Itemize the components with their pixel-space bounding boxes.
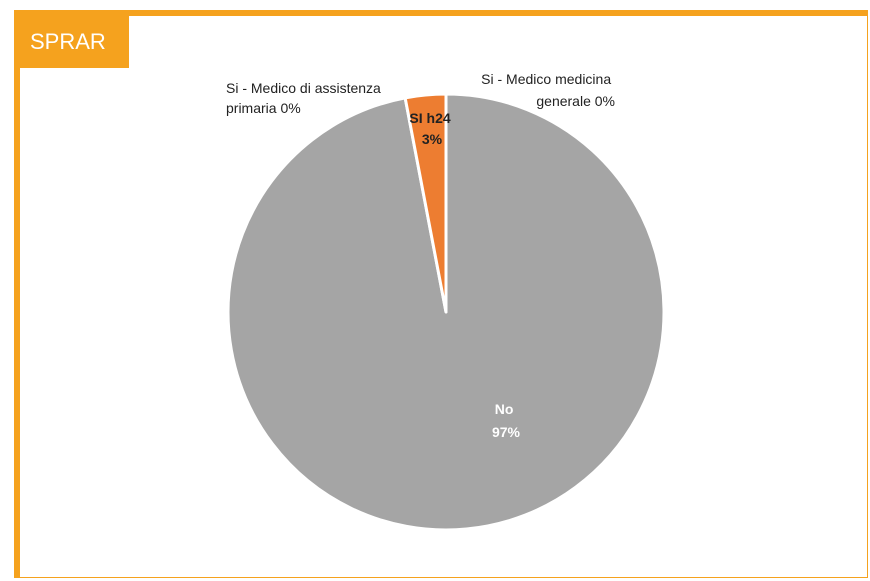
chart-frame bbox=[14, 10, 868, 578]
label-medico-assistenza-primaria-line2: primaria 0% bbox=[226, 100, 301, 116]
label-medico-assistenza-primaria: Si - Medico di assistenza primaria 0% bbox=[226, 80, 385, 116]
label-no: No 97% bbox=[492, 401, 521, 440]
label-si-h24-line1: SI h24 bbox=[409, 110, 450, 126]
label-medico-medicina-generale-line2: generale 0% bbox=[536, 93, 615, 109]
pie-slice-si-h24 bbox=[403, 92, 448, 314]
label-medico-medicina-generale: Si - Medico medicina generale 0% bbox=[481, 71, 615, 109]
chart-title-tag: SPRAR bbox=[14, 16, 129, 68]
label-medico-assistenza-primaria-line1: Si - Medico di assistenza bbox=[226, 80, 381, 96]
pie-slices bbox=[226, 92, 666, 532]
label-no-line1: No bbox=[495, 401, 514, 417]
label-si-h24-line2: 3% bbox=[422, 131, 443, 147]
label-si-h24: SI h24 3% bbox=[409, 110, 454, 147]
label-medico-medicina-generale-line1: Si - Medico medicina bbox=[481, 71, 611, 87]
label-no-line2: 97% bbox=[492, 424, 521, 440]
